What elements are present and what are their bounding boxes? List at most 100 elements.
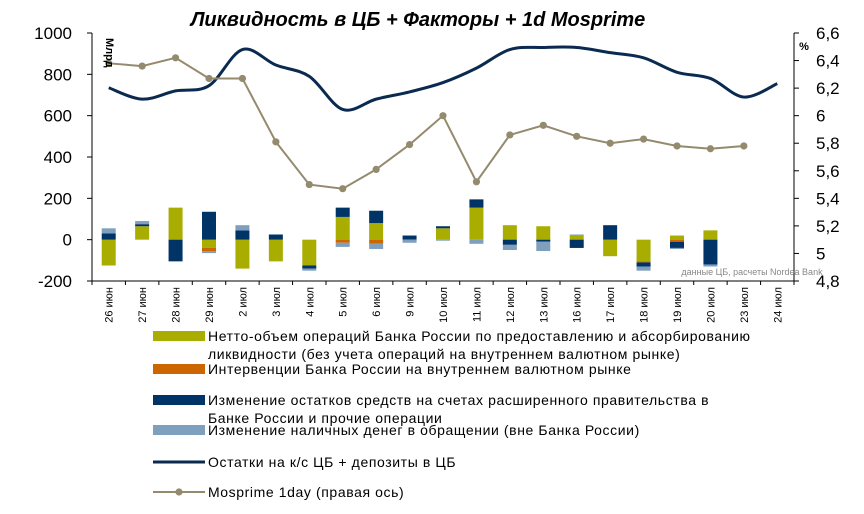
bar-gov bbox=[202, 211, 216, 240]
left-tick-label: 400 bbox=[44, 148, 72, 167]
source-note: данные ЦБ, расчеты Nordea Bank bbox=[681, 267, 823, 277]
legend: Нетто-объем операций Банка России по пре… bbox=[153, 328, 751, 500]
mosprime-point bbox=[706, 145, 715, 153]
bar-gov bbox=[101, 233, 116, 240]
bar-net bbox=[603, 239, 618, 257]
bar-net bbox=[302, 239, 317, 266]
bar-gov bbox=[569, 239, 584, 248]
bar-cash bbox=[636, 266, 651, 271]
x-tick-label: 4 июл bbox=[304, 287, 316, 317]
left-axis-unit: Млрд bbox=[103, 38, 115, 68]
left-tick-label: 800 bbox=[44, 65, 72, 84]
mosprime-point bbox=[439, 112, 447, 120]
bar-gov bbox=[335, 207, 350, 217]
chart-title: Ликвидность в ЦБ + Факторы + 1d Mosprime bbox=[189, 9, 646, 31]
bar-gov bbox=[636, 262, 651, 267]
plot-area bbox=[101, 45, 778, 271]
mosprime-point bbox=[539, 121, 547, 129]
bar-net bbox=[469, 207, 484, 240]
mosprime-point bbox=[305, 180, 313, 189]
bar-net bbox=[168, 207, 183, 240]
bar-gov bbox=[502, 239, 517, 245]
bar-gov bbox=[703, 239, 718, 265]
bar-cash bbox=[670, 247, 684, 249]
x-tick-label: 2 июл bbox=[237, 287, 249, 317]
bar-net bbox=[101, 239, 116, 266]
mosprime-point bbox=[238, 74, 247, 83]
right-tick-label: 5 bbox=[816, 244, 825, 263]
x-tick-label: 13 июл bbox=[538, 287, 550, 323]
mosprime-point bbox=[138, 62, 146, 70]
legend-label: Изменение наличных денег в обращении (вн… bbox=[208, 422, 640, 438]
left-axis-ticks: 1000 800 600 400 200 0 -200 bbox=[34, 24, 92, 291]
x-tick-label: 26 июн bbox=[104, 287, 116, 323]
x-tick-label: 24 июл bbox=[772, 287, 784, 323]
x-tick-label: 6 июл bbox=[371, 287, 383, 317]
legend-swatch-gov bbox=[153, 395, 205, 405]
right-tick-label: 5,4 bbox=[816, 189, 840, 208]
x-tick-label: 19 июл bbox=[672, 287, 684, 323]
left-tick-label: -200 bbox=[38, 272, 72, 291]
bar-gov bbox=[436, 226, 450, 229]
mosprime-point bbox=[673, 142, 681, 150]
right-axis-ticks: 6,6 6,4 6,2 6 5,8 5,6 5,4 5,2 5 4,8 bbox=[794, 24, 840, 291]
x-tick-label: 10 июл bbox=[438, 287, 450, 323]
bar-net bbox=[436, 228, 450, 240]
right-tick-label: 5,8 bbox=[816, 134, 840, 153]
bar-gov bbox=[670, 241, 684, 248]
bar-gov bbox=[268, 234, 283, 240]
bar-net bbox=[202, 239, 216, 248]
x-tick-label: 12 июл bbox=[505, 287, 517, 323]
bar-cash bbox=[135, 221, 150, 225]
right-tick-label: 6,2 bbox=[816, 79, 840, 98]
bar-gov bbox=[469, 199, 484, 208]
x-axis-ticks: 26 июн 27 июн 28 июн 29 июн 2 июл 3 июл 4 июл 5… bbox=[91, 281, 795, 323]
bar-cash bbox=[536, 241, 551, 252]
bar-net bbox=[268, 239, 283, 262]
mosprime-point bbox=[105, 59, 113, 67]
bar-net bbox=[335, 216, 350, 240]
right-axis-unit: % bbox=[799, 41, 809, 53]
x-tick-label: 23 июл bbox=[739, 287, 751, 323]
bar-gov bbox=[168, 239, 183, 262]
bar-net bbox=[569, 235, 584, 240]
bar-cash bbox=[369, 243, 384, 249]
bar-gov bbox=[536, 239, 551, 242]
bar-gov bbox=[302, 265, 317, 269]
right-tick-label: 5,2 bbox=[816, 217, 840, 236]
right-tick-label: 6 bbox=[816, 107, 825, 126]
mosprime-line bbox=[108, 56, 744, 190]
mosprime-point bbox=[339, 185, 347, 193]
mosprime-point bbox=[606, 139, 614, 147]
x-tick-label: 29 июн bbox=[204, 287, 216, 323]
bar-cash bbox=[402, 239, 417, 243]
bar-net bbox=[135, 226, 150, 240]
bar-interv bbox=[369, 239, 384, 244]
x-tick-label: 17 июл bbox=[605, 287, 617, 323]
bar-cash bbox=[502, 244, 517, 250]
bar-cash bbox=[202, 251, 216, 254]
mosprime-point bbox=[405, 141, 414, 149]
right-tick-label: 5,6 bbox=[816, 162, 840, 181]
legend-label: Нетто-объем операций Банка России по пре… bbox=[208, 328, 751, 362]
mosprime-point bbox=[573, 132, 581, 140]
bar-net bbox=[235, 239, 250, 269]
bar-net bbox=[369, 223, 384, 240]
bar-cash bbox=[302, 268, 317, 271]
balance-line bbox=[108, 45, 778, 112]
bar-gov bbox=[402, 235, 417, 240]
left-tick-label: 200 bbox=[44, 189, 72, 208]
right-tick-label: 6,4 bbox=[816, 52, 840, 71]
mosprime-point bbox=[506, 131, 514, 139]
bar-cash bbox=[235, 225, 250, 231]
bar-gov bbox=[603, 225, 618, 240]
left-tick-label: 0 bbox=[63, 231, 72, 250]
bar-net bbox=[636, 239, 651, 262]
mosprime-point bbox=[171, 54, 180, 62]
bar-net bbox=[670, 235, 684, 240]
bar-net bbox=[502, 225, 517, 240]
x-tick-label: 5 июл bbox=[338, 287, 350, 317]
mosprime-point bbox=[472, 178, 481, 186]
bar-net bbox=[536, 226, 551, 240]
